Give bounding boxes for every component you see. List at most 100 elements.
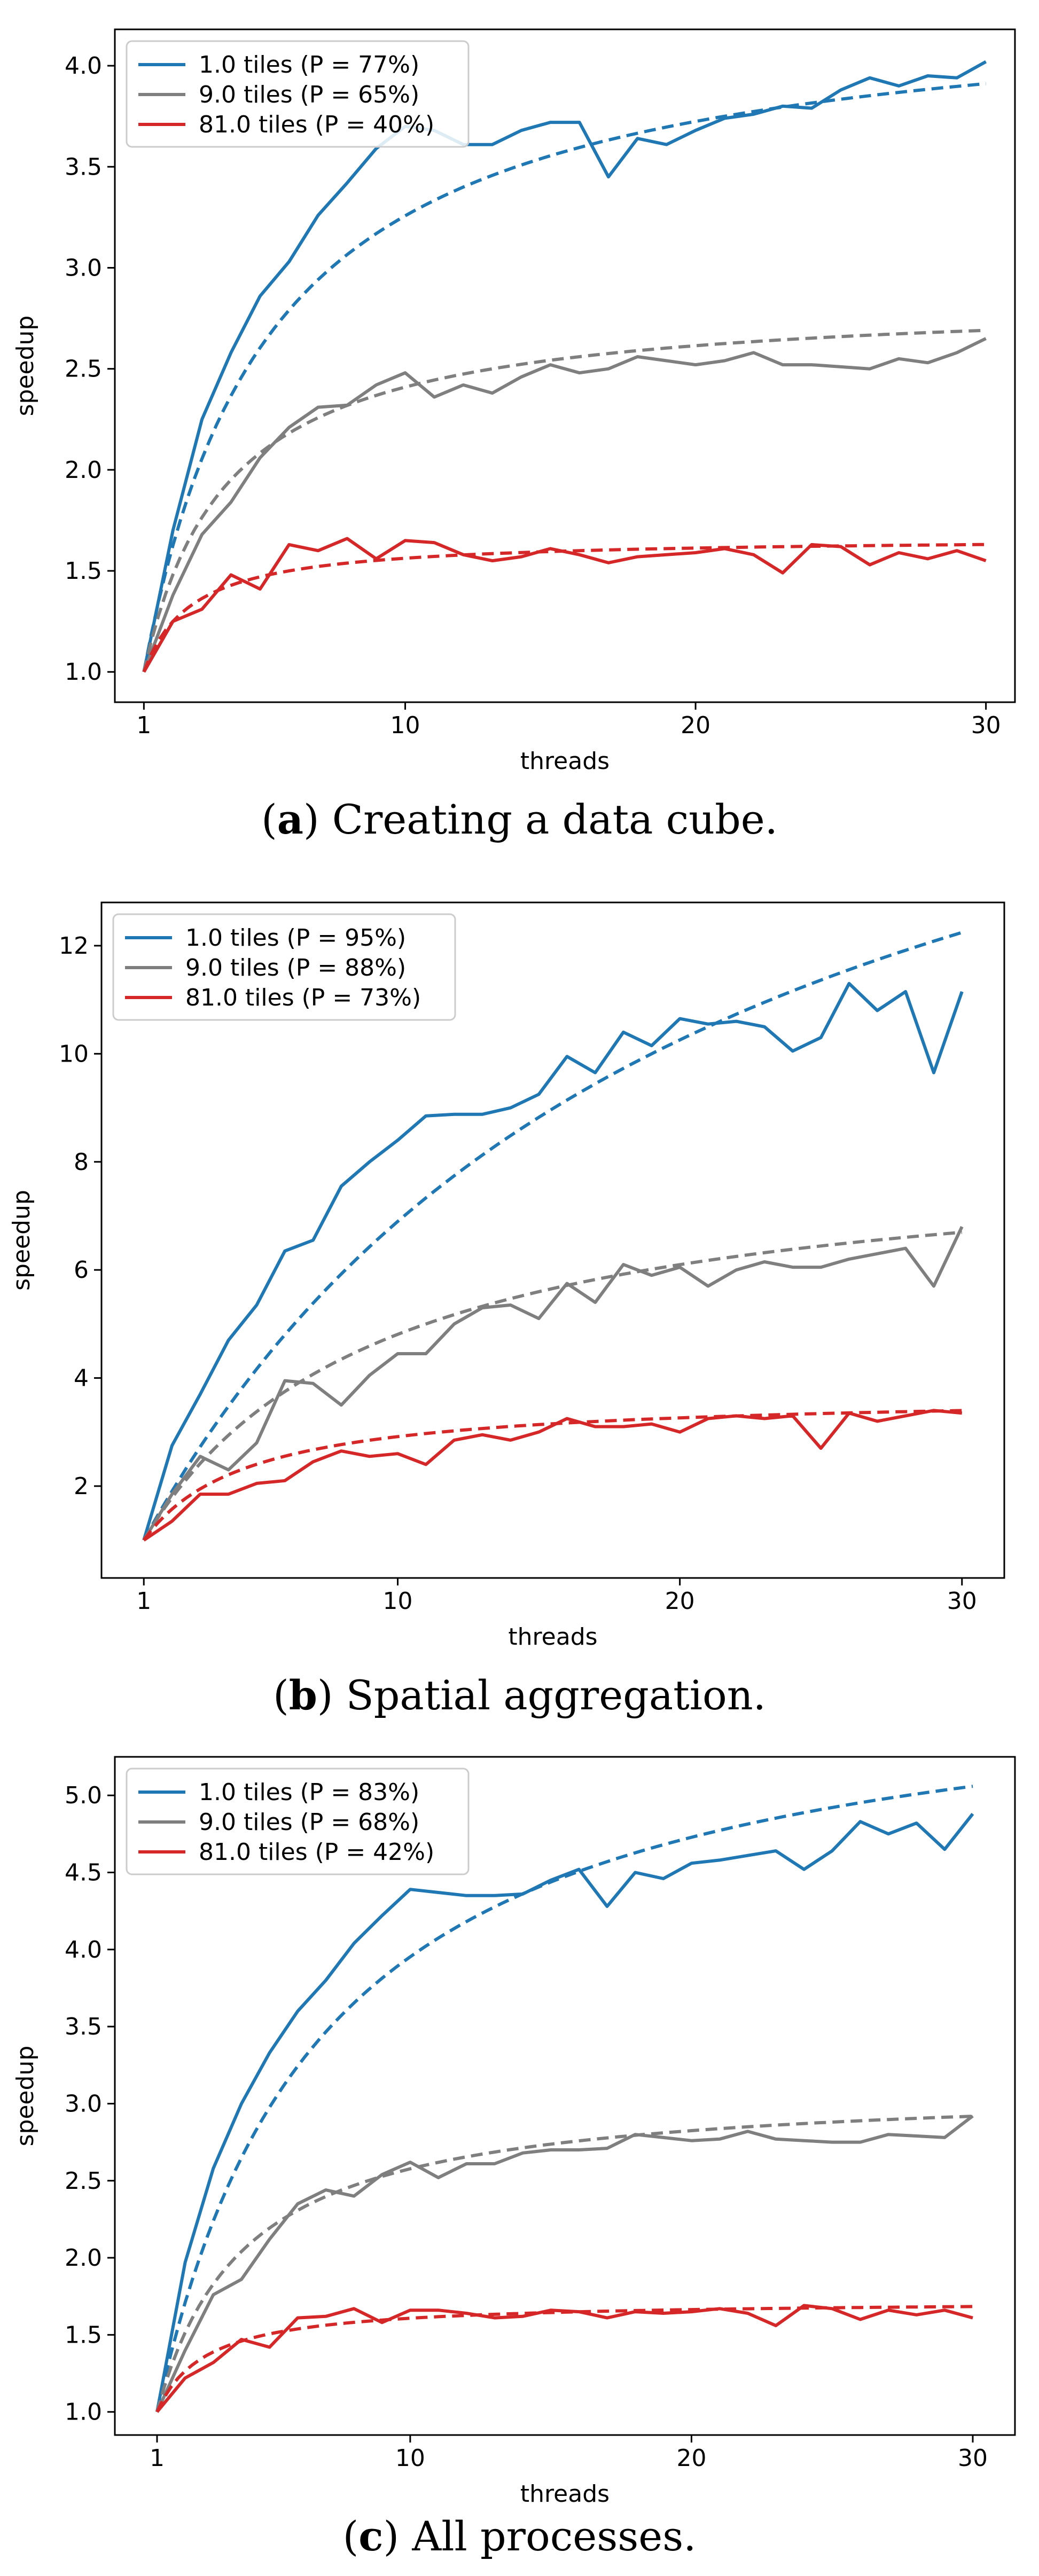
data-point [493, 1894, 496, 1897]
data-point [781, 363, 784, 366]
data-point [324, 2188, 327, 2192]
y-tick-label: 3.0 [65, 254, 102, 281]
data-point [565, 1417, 568, 1420]
data-point [622, 1031, 625, 1034]
data-point [340, 1184, 343, 1188]
amdahl-fit-line [142, 543, 986, 673]
data-point [433, 541, 436, 544]
data-point [521, 2315, 525, 2318]
data-point [636, 137, 639, 140]
data-point [283, 1250, 286, 1253]
data-point [380, 2321, 384, 2324]
data-point [509, 1303, 512, 1307]
data-point [170, 1444, 174, 1447]
legend-box [126, 1768, 470, 1875]
data-point [985, 559, 988, 562]
data-point [396, 1352, 400, 1355]
y-tick-label: 3.5 [65, 153, 102, 180]
legend-entry: 81.0 tiles (P = 40%) [199, 111, 434, 138]
data-point [549, 2148, 552, 2151]
data-point [848, 1258, 851, 1261]
data-point [904, 1247, 907, 1250]
x-tick-label: 30 [947, 1588, 977, 1615]
data-point [774, 2324, 777, 2327]
data-point [324, 2315, 327, 2318]
data-point [577, 2310, 581, 2313]
data-point [876, 1420, 879, 1423]
amdahl-fit-line [142, 328, 986, 672]
x-axis-label: threads [520, 748, 610, 775]
data-point [268, 2346, 271, 2349]
data-point [593, 1071, 597, 1074]
data-point [199, 1393, 202, 1396]
data-point [831, 1849, 834, 1852]
data-point [404, 539, 407, 542]
data-point [142, 1538, 145, 1542]
y-axis-label: speedup [12, 316, 39, 417]
data-point [791, 1266, 794, 1269]
legend-entry: 1.0 tiles (P = 83%) [199, 1779, 419, 1806]
chart-c: 1 10 20 30 1.0 1.5 2.0 2.5 3.0 3.5 4.0 4.5 5.0 thread… [12, 1756, 1016, 2508]
x-tick-label: 1 [136, 712, 151, 739]
data-point [577, 2148, 581, 2151]
data-point [971, 2316, 974, 2320]
data-point [227, 1468, 230, 1472]
data-point [746, 2312, 749, 2315]
amdahl-fit-line [155, 2115, 973, 2413]
series-1 [142, 1226, 964, 1541]
data-point [452, 1322, 456, 1325]
data-point [607, 367, 610, 371]
data-point [317, 549, 320, 552]
y-tick-label: 2.5 [65, 2167, 102, 2195]
measured-line [142, 1226, 964, 1541]
data-point [229, 574, 232, 577]
data-point [520, 129, 523, 132]
data-point [650, 1044, 653, 1047]
x-tick-label: 20 [681, 712, 710, 739]
data-point [915, 2134, 918, 2138]
data-point [694, 129, 697, 132]
data-point [537, 1093, 541, 1096]
data-point [943, 1848, 946, 1851]
measured-line [155, 1812, 974, 2413]
x-tick-label: 30 [958, 2445, 988, 2472]
caption-a: (a) Creating a data cube. [261, 796, 778, 843]
plot-frame [114, 28, 1016, 703]
data-point [509, 1106, 512, 1110]
data-point [368, 1455, 371, 1458]
data-point [491, 391, 494, 395]
data-point [810, 543, 814, 546]
data-point [212, 2167, 215, 2170]
data-point [240, 2338, 243, 2341]
data-point [943, 2136, 946, 2139]
data-point [955, 76, 958, 80]
data-point [607, 561, 610, 564]
x-tick-label: 10 [390, 712, 420, 739]
data-point [774, 1849, 777, 1852]
data-point [380, 1914, 384, 1917]
y-tick-label: 1.5 [65, 2321, 102, 2349]
data-point [915, 2313, 918, 2316]
data-point [876, 1252, 879, 1255]
data-point [904, 1414, 907, 1417]
data-point [665, 143, 668, 146]
data-point [932, 1285, 935, 1288]
data-point [452, 1113, 456, 1116]
data-point [819, 1266, 823, 1269]
data-point [259, 295, 262, 298]
data-point [537, 1317, 541, 1320]
y-axis-label: speedup [8, 1190, 35, 1291]
data-point [622, 1263, 625, 1266]
data-point [904, 990, 907, 993]
data-point [409, 2308, 412, 2312]
x-tick-label: 30 [971, 712, 1001, 739]
amdahl-fit-line [142, 82, 986, 672]
data-point [707, 1417, 710, 1420]
y-tick-label: 2.0 [65, 2244, 102, 2272]
data-point [462, 383, 465, 387]
data-point [155, 2410, 159, 2414]
data-point [802, 1868, 806, 1871]
data-point [955, 351, 958, 354]
data-point [520, 555, 523, 559]
data-point [831, 2307, 834, 2310]
